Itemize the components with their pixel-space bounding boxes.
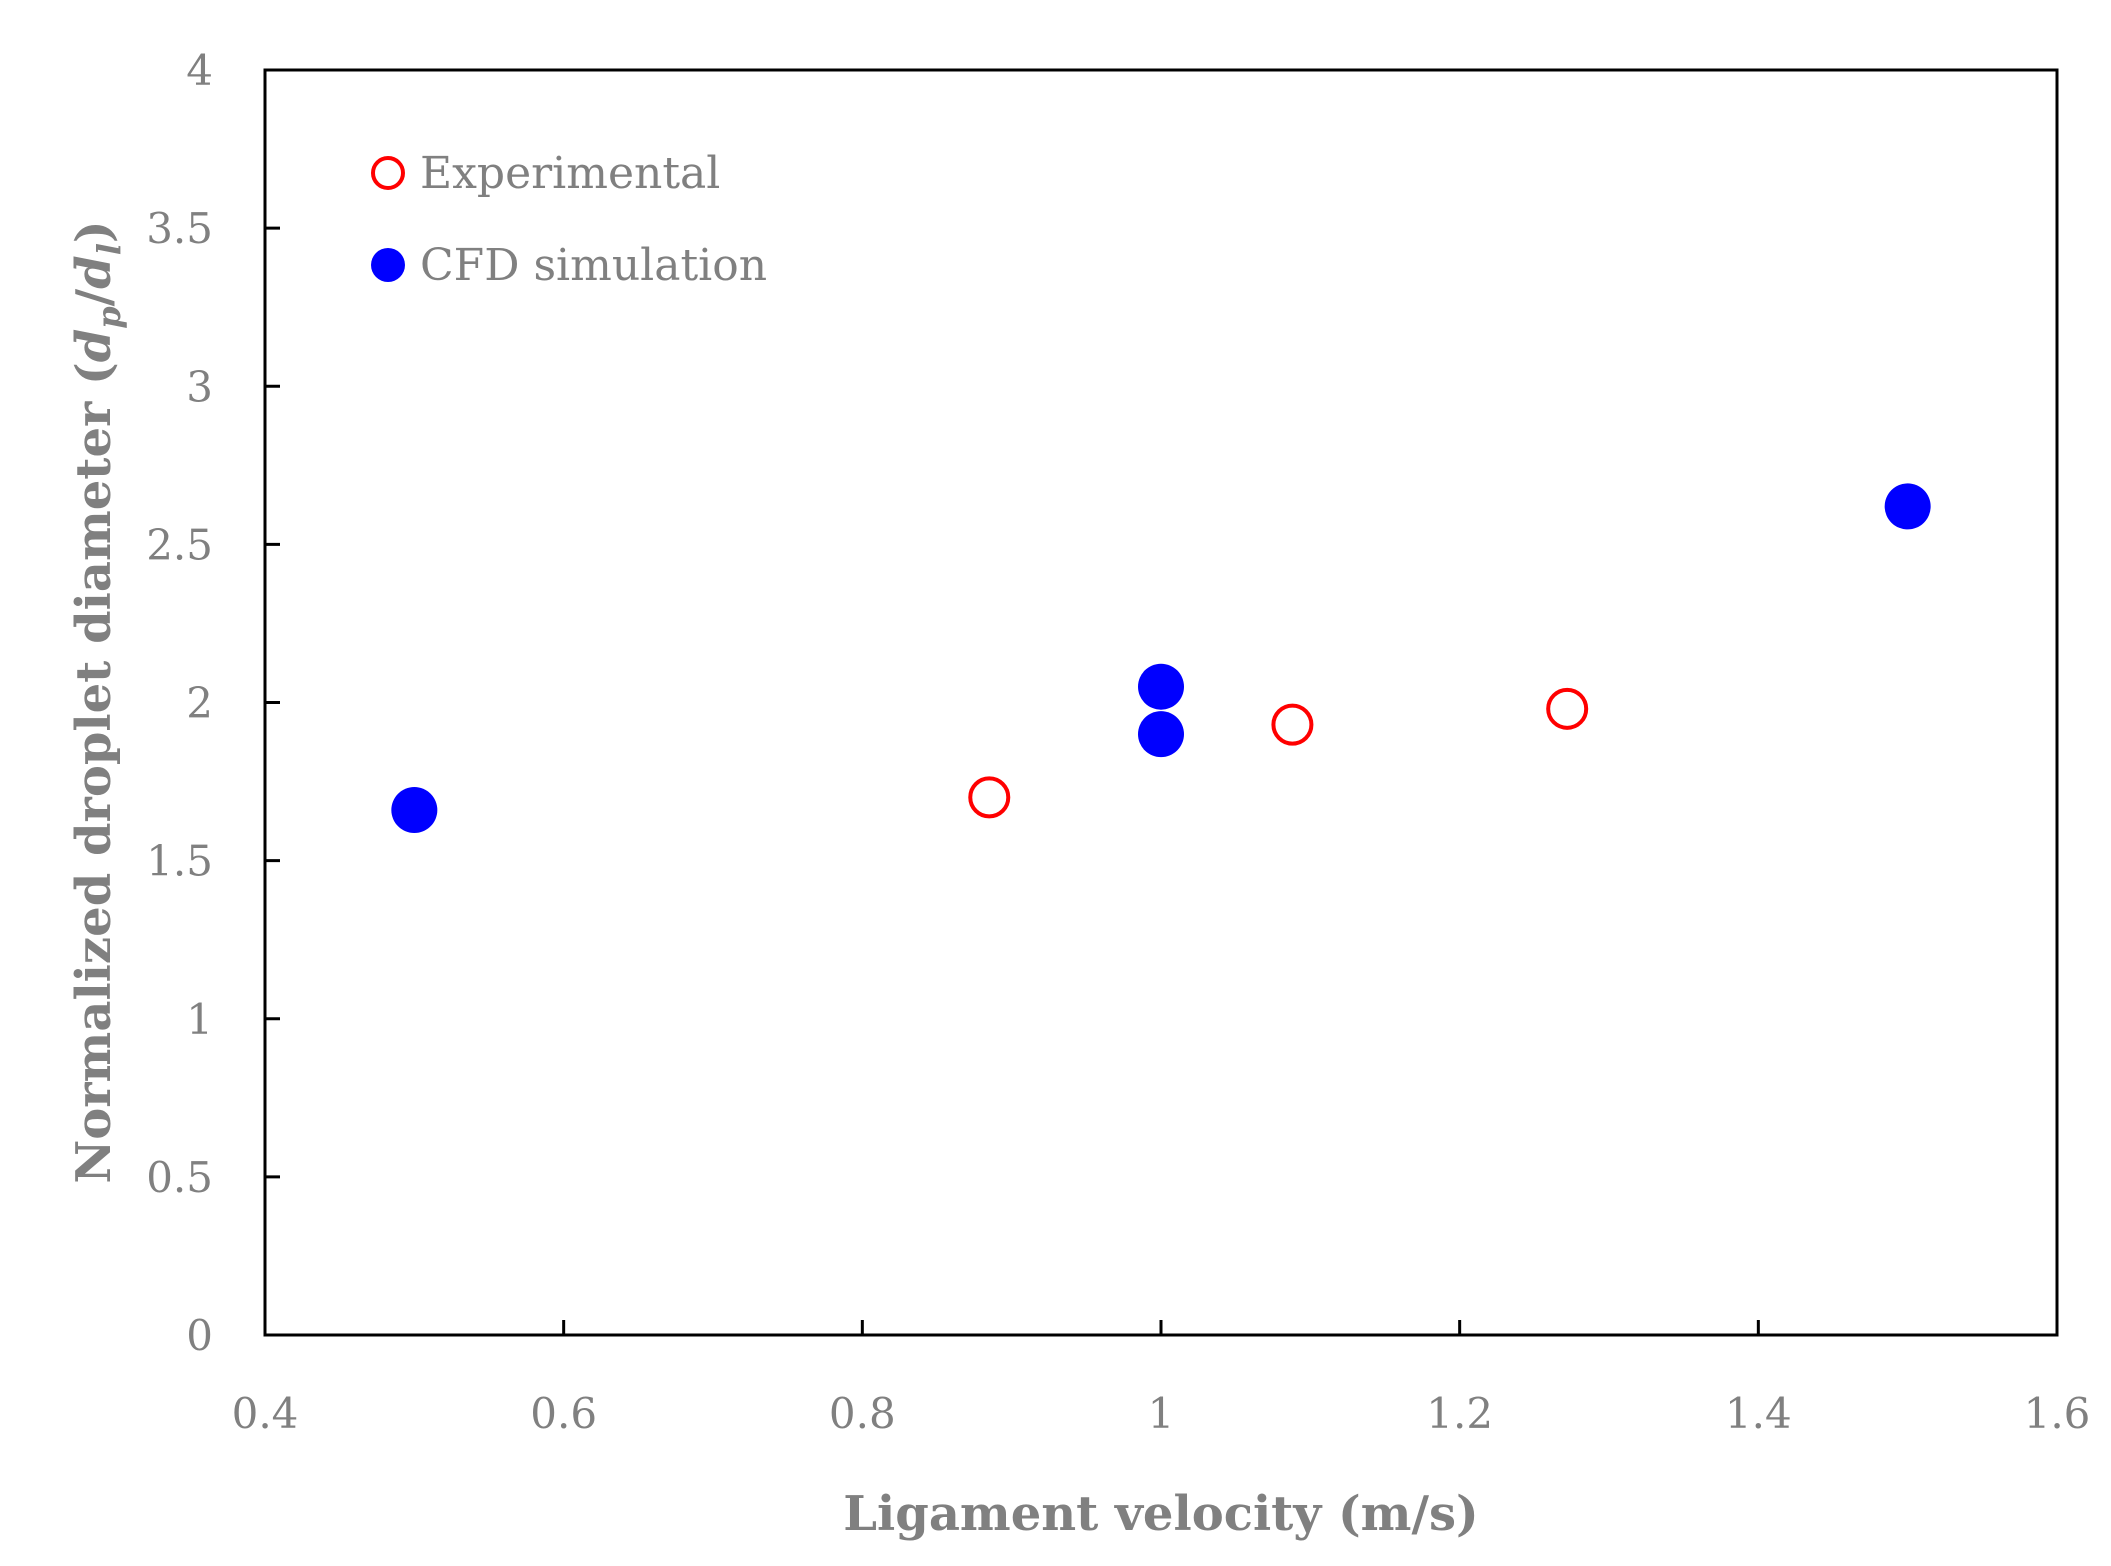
y-tick-label: 4 <box>186 46 213 95</box>
legend-item-experimental: Experimental <box>371 148 720 199</box>
data-point-experimental <box>968 776 1011 819</box>
y-axis-title: Normalized droplet diameter (dp/dl) <box>66 220 128 1183</box>
legend-marker-experimental <box>371 156 405 190</box>
data-point-experimental <box>1271 703 1314 746</box>
data-point-experimental <box>1546 687 1589 730</box>
data-point-cfd-simulation <box>1138 711 1184 758</box>
y-tick-label: 3.5 <box>146 204 213 253</box>
x-axis-tick-labels: 0.4 0.6 0.8 1 1.2 1.4 1.6 <box>232 1389 2091 1438</box>
x-axis-title: Ligament velocity (m/s) <box>843 1486 1478 1542</box>
legend-label-experimental: Experimental <box>420 148 720 199</box>
legend: Experimental CFD simulation <box>371 148 767 291</box>
x-tick-label: 0.6 <box>530 1389 597 1438</box>
x-tick-label: 1.6 <box>2024 1389 2091 1438</box>
data-point-cfd-simulation <box>1138 663 1184 710</box>
x-tick-label: 0.4 <box>232 1389 299 1438</box>
y-tick-label: 3 <box>186 362 213 411</box>
y-axis-tick-labels: 0 0.5 1 1.5 2 2.5 3 3.5 4 <box>146 46 213 1360</box>
y-axis-ticks <box>265 68 280 1337</box>
x-tick-label: 1.2 <box>1426 1389 1493 1438</box>
y-tick-label: 1 <box>186 995 213 1044</box>
data-point-cfd-simulation <box>1884 483 1931 530</box>
y-tick-label: 0 <box>186 1311 213 1360</box>
y-tick-label: 2 <box>186 679 213 728</box>
x-tick-label: 0.8 <box>829 1389 896 1438</box>
legend-marker-cfd-simulation <box>371 248 405 282</box>
series-experimental <box>968 687 1589 819</box>
series-cfd-simulation <box>391 483 1931 834</box>
x-tick-label: 1.4 <box>1725 1389 1792 1438</box>
x-axis-ticks <box>263 1320 2059 1335</box>
y-tick-label: 0.5 <box>146 1153 213 1202</box>
y-tick-label: 2.5 <box>146 520 213 569</box>
legend-item-cfd-simulation: CFD simulation <box>371 240 767 291</box>
data-point-cfd-simulation <box>391 787 438 834</box>
legend-label-cfd-simulation: CFD simulation <box>420 240 767 291</box>
x-tick-label: 1 <box>1148 1389 1175 1438</box>
y-tick-label: 1.5 <box>146 837 213 886</box>
